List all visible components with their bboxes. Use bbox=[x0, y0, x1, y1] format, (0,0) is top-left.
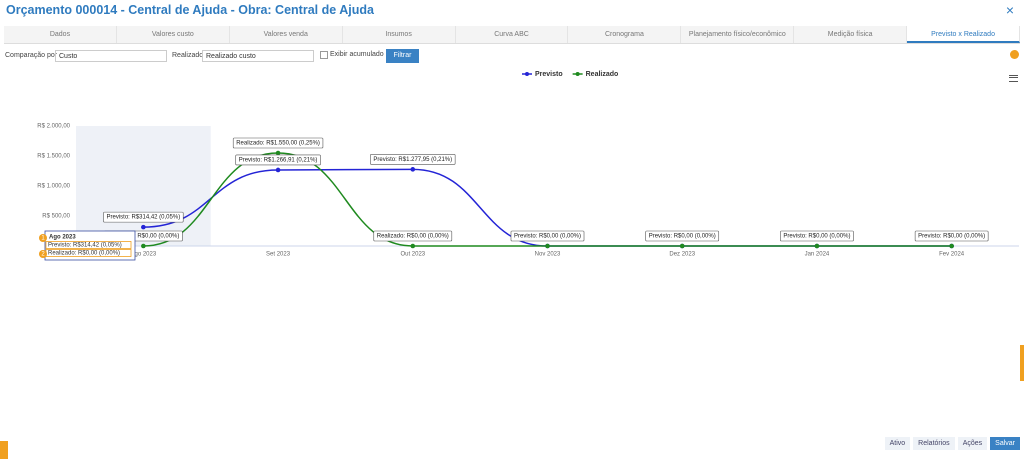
data-label-text: Previsto: R$1.266,91 (0,21%) bbox=[239, 158, 318, 164]
y-tick-label: R$ 500,00 bbox=[42, 214, 70, 220]
tab[interactable]: Planejamento físico/econômico bbox=[681, 26, 795, 43]
legend-dot bbox=[525, 72, 529, 76]
tooltip: Ago 2023 Previsto: R$314,42 (0,05%) Realiz… bbox=[39, 230, 136, 261]
corner-icon[interactable] bbox=[0, 441, 8, 459]
select[interactable]: Custo bbox=[55, 50, 167, 62]
tab[interactable]: Medição física bbox=[794, 26, 908, 43]
data-label: Previsto: R$314,42 (0,05%) bbox=[103, 211, 184, 223]
data-label: Previsto: R$1.266,91 (0,21%) bbox=[235, 154, 321, 166]
checkbox[interactable] bbox=[320, 51, 328, 59]
select[interactable]: Realizado custo bbox=[202, 50, 314, 62]
filter-button[interactable]: Filtrar bbox=[386, 49, 419, 63]
point bbox=[545, 243, 550, 249]
close-button[interactable]: × bbox=[1005, 2, 1014, 18]
x-tick-label: Nov 2023 bbox=[535, 252, 561, 258]
x-tick-label: Jan 2024 bbox=[805, 252, 830, 258]
legend-label: Realizado bbox=[586, 71, 619, 78]
tooltip-marker bbox=[39, 234, 47, 242]
data-label-text: Previsto: R$314,42 (0,05%) bbox=[106, 215, 180, 221]
tab[interactable]: Dados bbox=[4, 26, 117, 43]
data-label-text: Previsto: R$0,00 (0,00%) bbox=[649, 234, 716, 240]
data-label-box bbox=[232, 137, 324, 149]
point bbox=[949, 243, 954, 249]
tab[interactable]: Cronograma bbox=[568, 26, 682, 43]
data-label: Previsto: R$0,00 (0,00%) bbox=[510, 230, 585, 242]
data-label-text: Realizado: R$1.550,00 (0,25%) bbox=[236, 141, 320, 147]
data-label: Previsto: R$1.277,95 (0,21%) bbox=[370, 154, 456, 165]
footer-button[interactable]: Ativo bbox=[884, 437, 911, 450]
tab[interactable]: Curva ABC bbox=[455, 26, 569, 43]
data-label: Previsto: R$0,00 (0,00%) bbox=[645, 230, 720, 242]
tab[interactable]: Previsto x Realizado bbox=[907, 26, 1021, 43]
data-label: Realizado: R$0,00 (0,00%) bbox=[373, 230, 453, 242]
y-tick-label: R$ 1.500,00 bbox=[37, 154, 70, 160]
page-title: Orçamento 000014 - Central de Ajuda - Ob… bbox=[6, 3, 374, 17]
x-tick-label: Set 2023 bbox=[266, 252, 291, 258]
data-label-text: Realizado: R$0,00 (0,00%) bbox=[377, 234, 449, 240]
x-tick-label: Dez 2023 bbox=[669, 252, 695, 258]
data-label-box bbox=[235, 154, 321, 166]
data-label: Previsto: R$0,00 (0,00%) bbox=[914, 230, 989, 242]
x-tick-label: Ago 2023 bbox=[131, 252, 157, 258]
data-label-box bbox=[914, 230, 989, 242]
data-label: Realizado: R$1.550,00 (0,25%) bbox=[232, 137, 324, 149]
data-label-box bbox=[370, 154, 456, 165]
tooltip-line: Realizado: R$0,00 (0,00%) bbox=[48, 251, 120, 257]
tab[interactable]: Insumos bbox=[342, 26, 456, 43]
tab-bar: Dados Valores custo Valores venda Insumos Cu… bbox=[4, 26, 1021, 44]
tooltip-marker-label: 2 bbox=[41, 252, 45, 258]
point bbox=[275, 150, 281, 156]
tab[interactable]: Valores venda bbox=[229, 26, 343, 43]
label: Exibir acumulado bbox=[330, 51, 384, 58]
chart: R$ 500,00 R$ 1.000,00 R$ 1.500,00 R$ 2.000,… bbox=[37, 71, 1019, 261]
tooltip-line: Previsto: R$314,42 (0,05%) bbox=[48, 243, 122, 249]
data-label-text: Previsto: R$0,00 (0,00%) bbox=[918, 234, 985, 240]
footer-button[interactable]: Salvar bbox=[990, 437, 1020, 450]
footer-button[interactable]: Relatórios bbox=[913, 437, 955, 450]
x-tick-label: Out 2023 bbox=[400, 252, 425, 258]
data-label-box bbox=[373, 230, 453, 242]
point bbox=[814, 243, 820, 249]
legend-dot bbox=[575, 72, 580, 76]
point bbox=[275, 167, 281, 173]
tooltip-title: Ago 2023 bbox=[49, 235, 76, 241]
data-label-text: Previsto: R$0,00 (0,00%) bbox=[514, 234, 581, 240]
data-label-text: Previsto: R$0,00 (0,00%) bbox=[783, 234, 850, 240]
data-label: Previsto: R$0,00 (0,00%) bbox=[780, 230, 854, 242]
point bbox=[410, 243, 416, 249]
point bbox=[141, 243, 146, 249]
help-icon[interactable] bbox=[1010, 50, 1019, 59]
data-label-text: Previsto: R$1.277,95 (0,21%) bbox=[373, 157, 452, 163]
point bbox=[679, 243, 685, 249]
footer-button[interactable]: Ações bbox=[957, 437, 988, 450]
tooltip-marker bbox=[39, 250, 47, 258]
data-label-box bbox=[645, 230, 720, 242]
data-label-box bbox=[103, 211, 184, 223]
footer: Ativo Relatórios Ações Salvar bbox=[884, 437, 1020, 450]
data-label-box bbox=[510, 230, 585, 242]
y-tick-label: R$ 1.000,00 bbox=[37, 184, 70, 190]
tooltip-marker-label: 1 bbox=[41, 236, 45, 242]
menu-icon[interactable] bbox=[1009, 75, 1018, 82]
x-tick-label: Fev 2024 bbox=[939, 252, 965, 258]
data-label-text: Realizado: R$0,00 (0,00%) bbox=[107, 234, 179, 240]
legend-label: Previsto bbox=[535, 71, 563, 78]
data-label-box bbox=[780, 230, 854, 242]
point bbox=[410, 167, 416, 172]
tooltip-box bbox=[44, 230, 136, 261]
tooltip-row bbox=[45, 241, 132, 249]
label: Comparação por bbox=[5, 52, 58, 59]
side-tab[interactable] bbox=[1020, 345, 1024, 381]
label: Realizado bbox=[172, 52, 204, 59]
y-tick-label: R$ 2.000,00 bbox=[37, 124, 70, 130]
point bbox=[141, 224, 146, 230]
tab[interactable]: Valores custo bbox=[116, 26, 230, 43]
